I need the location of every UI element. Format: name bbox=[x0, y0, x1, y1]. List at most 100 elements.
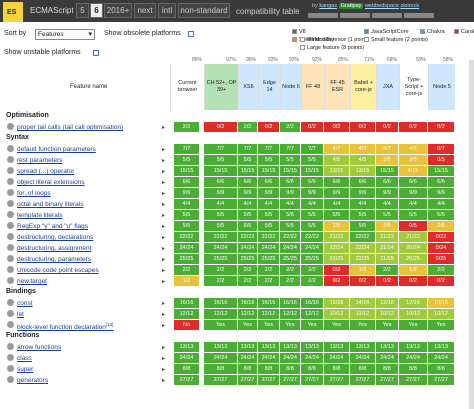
support-cell[interactable]: 8/8 bbox=[174, 364, 200, 374]
feature-row[interactable]: object literal extensions ▸ 6/6 6/6 6/6 6/6 6/… bbox=[0, 177, 474, 187]
support-cell[interactable]: 24/24 bbox=[350, 353, 376, 363]
support-cell[interactable]: 20/24 bbox=[399, 243, 428, 253]
feature-row[interactable]: arrow functions ▸ 13/13 13/13 13/13 13/13 13/1… bbox=[0, 342, 474, 352]
support-cell[interactable]: 4/4 bbox=[399, 199, 428, 209]
support-cell[interactable]: 24/24 bbox=[258, 243, 280, 253]
support-cell[interactable]: 0/2 bbox=[376, 122, 399, 132]
support-cell[interactable]: 15/15 bbox=[258, 166, 280, 176]
feature-name[interactable]: default function parameters bbox=[17, 146, 96, 153]
support-cell[interactable]: 0/2 bbox=[350, 122, 376, 132]
support-cell[interactable]: 8/8 bbox=[324, 364, 350, 374]
support-cell[interactable]: Yes bbox=[280, 320, 301, 330]
support-cell[interactable]: 6/6 bbox=[350, 177, 376, 187]
support-cell[interactable]: 27/27 bbox=[350, 375, 376, 385]
support-cell[interactable]: 21/22 bbox=[376, 232, 399, 242]
support-cell[interactable]: 8/8 bbox=[376, 364, 399, 374]
support-cell[interactable]: 7/7 bbox=[238, 144, 258, 154]
support-cell[interactable]: 2/2 bbox=[280, 265, 301, 275]
support-cell[interactable]: 27/27 bbox=[280, 375, 301, 385]
support-cell[interactable]: 4/7 bbox=[376, 144, 399, 154]
expand-icon[interactable] bbox=[7, 211, 14, 218]
support-cell[interactable]: 25/25 bbox=[258, 254, 280, 264]
feature-row[interactable]: proper tail calls (tail call optimisatio… bbox=[0, 122, 474, 132]
support-cell[interactable]: 4/4 bbox=[280, 199, 301, 209]
support-cell[interactable]: 24/24 bbox=[280, 243, 301, 253]
support-cell[interactable]: 8/8 bbox=[301, 364, 324, 374]
support-cell[interactable]: Yes bbox=[301, 320, 324, 330]
feature-row[interactable]: destructuring, declarations ▸ 22/22 22/22 22… bbox=[0, 232, 474, 242]
expand-icon[interactable] bbox=[7, 167, 14, 174]
support-cell[interactable]: 12/16 bbox=[376, 298, 399, 308]
feature-row[interactable]: destructuring, assignment ▸ 24/24 24/24 24/2… bbox=[0, 243, 474, 253]
support-cell[interactable]: 5/5 bbox=[174, 155, 200, 165]
support-cell[interactable]: Yes bbox=[324, 320, 350, 330]
expand-arrow-icon[interactable]: ▸ bbox=[162, 180, 166, 186]
support-cell[interactable]: 12/16 bbox=[399, 298, 428, 308]
expand-icon[interactable] bbox=[7, 321, 14, 328]
support-cell[interactable]: 4/4 bbox=[238, 199, 258, 209]
support-cell[interactable]: 15/15 bbox=[204, 166, 238, 176]
support-cell[interactable]: 0/2 bbox=[428, 122, 455, 132]
support-cell[interactable]: 10/12 bbox=[376, 309, 399, 319]
feature-row[interactable]: destructuring, parameters ▸ 25/25 25/25 25/2… bbox=[0, 254, 474, 264]
feature-name[interactable]: proper tail calls (tail call optimisatio… bbox=[17, 124, 124, 131]
support-cell[interactable]: 5/5 bbox=[238, 221, 258, 231]
support-cell[interactable]: 6/6 bbox=[376, 177, 399, 187]
support-cell[interactable]: 13/13 bbox=[204, 342, 238, 352]
support-cell[interactable]: 5/5 bbox=[301, 221, 324, 231]
support-cell[interactable]: 2/2 bbox=[280, 276, 301, 286]
feature-name[interactable]: let bbox=[17, 311, 24, 318]
expand-arrow-icon[interactable]: ▸ bbox=[162, 191, 166, 197]
support-cell[interactable]: 5/5 bbox=[174, 210, 200, 220]
support-cell[interactable]: 25/25 bbox=[238, 254, 258, 264]
support-cell[interactable]: 5/5 bbox=[258, 221, 280, 231]
support-cell[interactable]: 22/22 bbox=[238, 232, 258, 242]
tab-5[interactable]: 5 bbox=[76, 3, 89, 18]
support-cell[interactable]: 4/4 bbox=[428, 199, 455, 209]
support-cell[interactable]: 5/5 bbox=[399, 210, 428, 220]
expand-arrow-icon[interactable]: ▸ bbox=[162, 257, 166, 263]
gratipay-badge[interactable]: Gratipay bbox=[338, 3, 364, 9]
support-cell[interactable]: 2/2 bbox=[174, 265, 200, 275]
support-cell[interactable]: 1/2 bbox=[350, 265, 376, 275]
support-cell[interactable]: 9/9 bbox=[324, 188, 350, 198]
support-cell[interactable]: 0/2 bbox=[204, 122, 238, 132]
support-cell[interactable]: 22/25 bbox=[324, 254, 350, 264]
support-cell[interactable]: 5/5 bbox=[174, 221, 200, 231]
expand-icon[interactable] bbox=[7, 189, 14, 196]
support-cell[interactable]: 2/2 bbox=[428, 265, 455, 275]
support-cell[interactable]: 24/24 bbox=[399, 353, 428, 363]
feature-name[interactable]: const bbox=[17, 300, 33, 307]
support-cell[interactable]: 0/2 bbox=[324, 276, 350, 286]
support-cell[interactable]: 27/27 bbox=[428, 375, 455, 385]
support-cell[interactable]: 27/27 bbox=[301, 375, 324, 385]
support-cell[interactable]: 4/4 bbox=[301, 199, 324, 209]
support-cell[interactable]: 8/8 bbox=[399, 364, 428, 374]
support-cell[interactable]: 15/15 bbox=[280, 166, 301, 176]
support-cell[interactable]: 4/7 bbox=[350, 144, 376, 154]
support-cell[interactable]: 24/24 bbox=[238, 243, 258, 253]
support-cell[interactable]: 4/5 bbox=[324, 155, 350, 165]
support-cell[interactable]: 5/5 bbox=[204, 221, 238, 231]
column-header[interactable]: FF 45 ESR bbox=[324, 64, 350, 110]
feature-name[interactable]: template literals bbox=[17, 212, 63, 219]
support-cell[interactable]: 6/6 bbox=[428, 177, 455, 187]
support-cell[interactable]: 4/4 bbox=[350, 199, 376, 209]
support-cell[interactable]: 24/24 bbox=[258, 353, 280, 363]
support-cell[interactable]: 27/27 bbox=[376, 375, 399, 385]
support-cell[interactable]: 12/12 bbox=[204, 309, 238, 319]
support-cell[interactable]: 10/16 bbox=[428, 298, 455, 308]
support-cell[interactable]: 5/5 bbox=[350, 210, 376, 220]
feature-name[interactable]: class bbox=[17, 355, 32, 362]
feature-name[interactable]: RegExp "y" and "u" flags bbox=[17, 223, 89, 230]
social-buttons[interactable] bbox=[308, 13, 472, 20]
support-cell[interactable]: 24/24 bbox=[428, 353, 455, 363]
support-cell[interactable]: 16/16 bbox=[301, 298, 324, 308]
support-cell[interactable]: 10/12 bbox=[324, 309, 350, 319]
expand-arrow-icon[interactable]: ▸ bbox=[162, 367, 166, 373]
feature-row[interactable]: rest parameters ▸ 5/5 5/5 5/5 5/5 5/5 5/5 4/5 4/5… bbox=[0, 155, 474, 165]
feature-name[interactable]: new.target bbox=[17, 278, 47, 285]
support-cell[interactable]: 21/25 bbox=[376, 254, 399, 264]
support-cell[interactable]: 0/2 bbox=[350, 276, 376, 286]
support-cell[interactable]: 21/22 bbox=[324, 232, 350, 242]
